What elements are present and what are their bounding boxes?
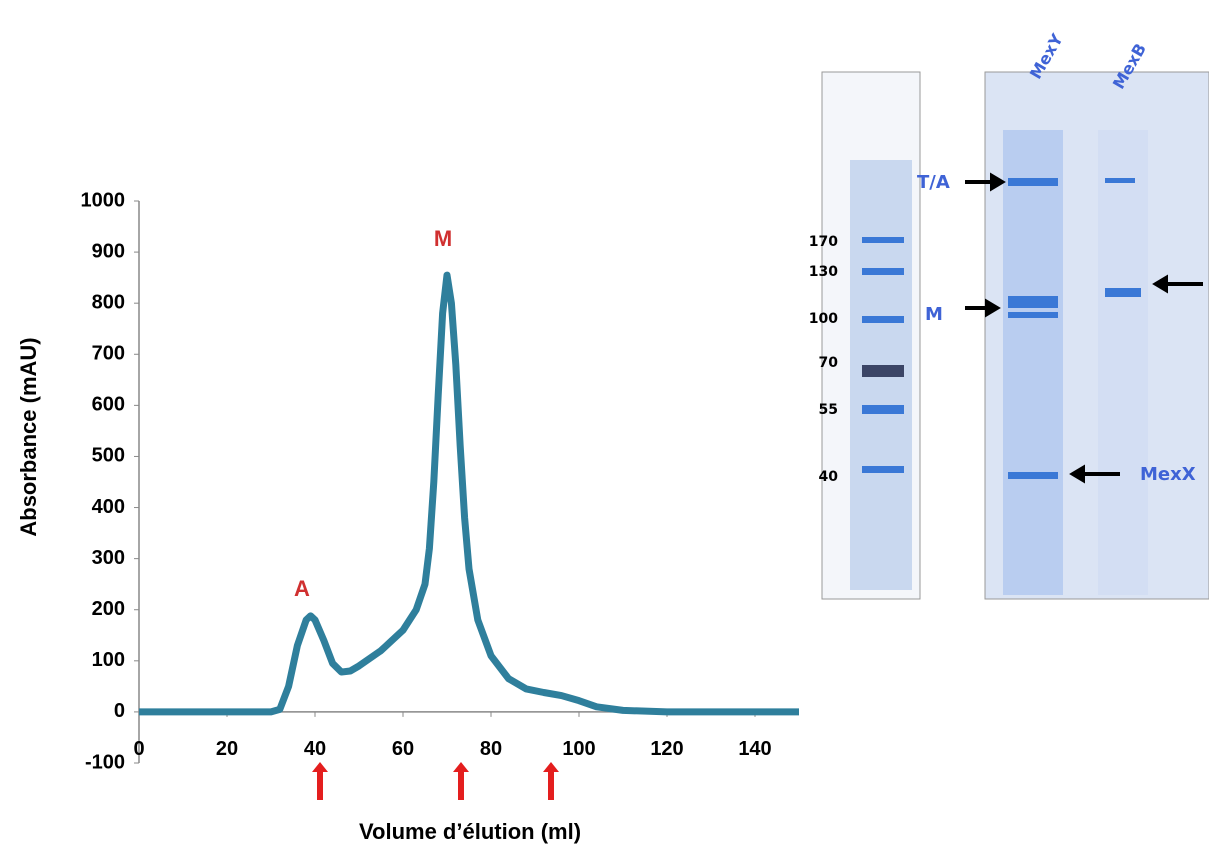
x-tick-label: 60 (392, 738, 414, 760)
x-tick-label: 40 (304, 738, 326, 760)
x-tick-label: 80 (480, 738, 502, 760)
ladder-label: 40 (819, 469, 839, 485)
ladder-label: 100 (809, 311, 838, 327)
band-arrows (965, 172, 1203, 484)
y-tick-label: 500 (92, 445, 125, 467)
lane (1003, 130, 1063, 595)
arrow (312, 762, 328, 800)
lane (1098, 130, 1148, 595)
y-axis-label: Absorbance (mAU) (16, 337, 41, 536)
ladder-label: 130 (809, 264, 838, 280)
arrow (543, 762, 559, 800)
x-axis-label: Volume d’élution (ml) (359, 819, 581, 844)
y-tick-label: 700 (92, 343, 125, 365)
annotation: M (434, 226, 452, 251)
band-label: T/A (917, 172, 950, 193)
ladder-label: 70 (819, 355, 839, 371)
y-tick-label: 0 (114, 700, 125, 722)
ladder-label: 55 (819, 402, 838, 418)
y-tick-label: 900 (92, 240, 125, 262)
y-tick-label: -100 (85, 751, 125, 773)
y-tick-label: 600 (92, 394, 125, 416)
data-line (139, 271, 799, 716)
x-tick-label: 140 (738, 738, 771, 760)
band-label: M (925, 304, 943, 325)
y-tick-label: 200 (92, 598, 125, 620)
ladder-labels: 170 130 100 70 55 40 (809, 234, 838, 485)
x-tick-label: 0 (133, 738, 144, 760)
y-tick-label: 800 (92, 291, 125, 313)
y-tick-label: 400 (92, 496, 125, 518)
x-tick-label: 20 (216, 738, 238, 760)
annotation: A (294, 576, 310, 601)
x-tick-label: 120 (650, 738, 683, 760)
x-tick-label: 100 (562, 738, 595, 760)
y-tick-label: 1000 (81, 189, 126, 211)
ladder-label: 170 (809, 234, 838, 250)
y-tick-label: 300 (92, 547, 125, 569)
band-label: MexX (1140, 464, 1196, 485)
arrow (453, 762, 469, 800)
gel-images: 170 130 100 70 55 40 T/A M MexX MexY Mex… (809, 30, 1209, 600)
fraction-arrows (312, 762, 559, 800)
y-tick-label: 100 (92, 649, 125, 671)
bands (862, 178, 1141, 479)
